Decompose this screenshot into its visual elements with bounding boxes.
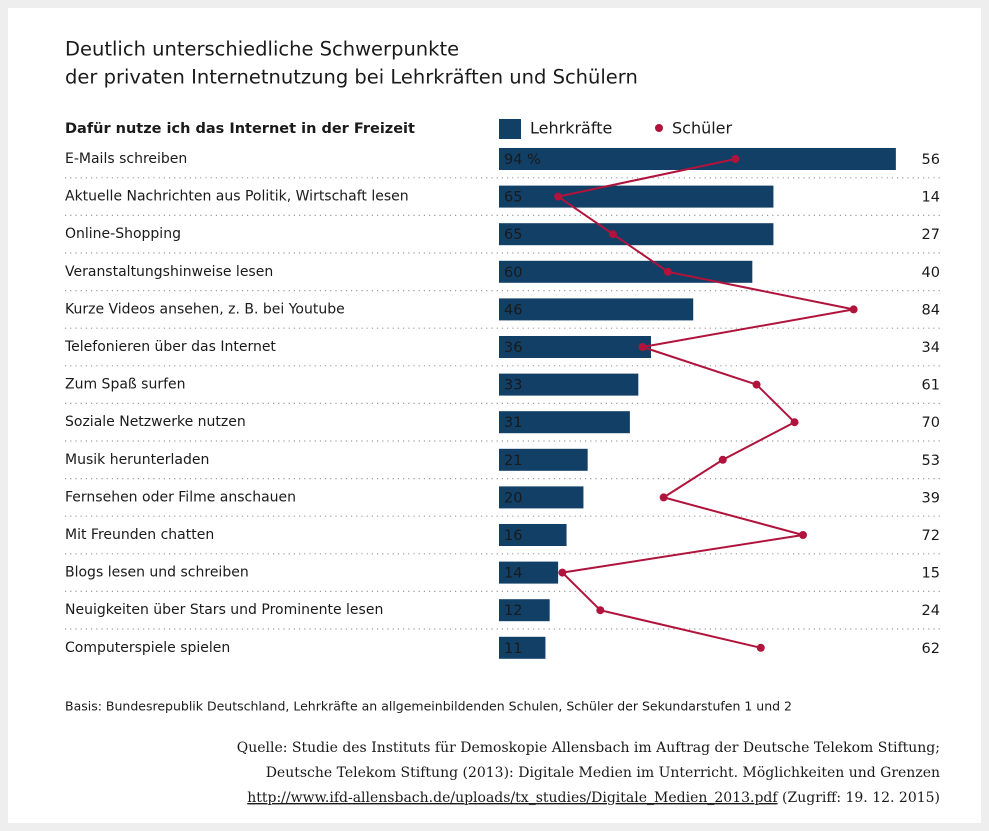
bar [499,524,567,546]
source-note: Quelle: Studie des Instituts für Demosko… [237,740,940,756]
panel [8,8,981,823]
bar [499,636,546,659]
line-point [638,343,647,351]
category-label: Online-Shopping [65,226,181,242]
bar-value-label: 33 [504,378,522,394]
legend-swatch [655,124,663,132]
legend-label: Lehrkräfte [530,119,612,138]
bar-value-label: 21 [504,453,522,469]
line-value-label: 62 [922,641,940,657]
line-value-label: 39 [922,490,940,506]
bar [499,298,694,321]
line [555,158,854,649]
chart-title: der privaten Internetnutzung bei Lehrkrä… [65,66,638,89]
legend-swatch [499,119,521,139]
bar-value-label: 65 [504,227,522,243]
bar-value-label: 36 [504,340,522,356]
bar [499,599,550,622]
line-point [718,455,727,464]
category-label: Aktuelle Nachrichten aus Politik, Wirtsc… [65,189,409,205]
bar-value-label: 14 [504,566,522,582]
category-label: Computerspiele spielen [65,640,230,656]
category-label: E-Mails schreiben [65,151,187,167]
line-point [554,192,563,201]
legend-label: Schüler [672,119,733,138]
chart-title: Deutlich unterschiedliche Schwerpunkte [65,38,459,61]
line-value-label: 53 [922,453,940,469]
basis-note: Basis: Bundesrepublik Deutschland, Lehrk… [65,699,792,714]
bar [499,148,896,170]
bar-value-label: 31 [504,415,522,431]
category-label: Veranstaltungshinweise lesen [65,264,273,280]
line-point [663,267,672,276]
bar [499,185,774,208]
bar-value-label: 46 [504,302,522,318]
source-access: (Zugriff: 19. 12. 2015) [778,790,940,806]
line-point [849,305,858,314]
bar-value-label: 16 [504,528,522,544]
bar-value-label: 20 [504,490,522,506]
line-point [798,531,807,539]
bar [499,561,559,584]
line-value-label: 40 [922,265,940,281]
bar [499,373,639,396]
source-note: http://www.ifd-allensbach.de/uploads/tx_… [247,790,940,806]
line-value-label: 61 [922,378,940,394]
line-point [608,230,617,239]
line-point [731,155,740,163]
bar-value-label: 65 [504,190,522,206]
bar [499,223,774,246]
bar-value-label: 12 [504,603,522,619]
line-point [596,606,605,615]
bar [499,486,584,509]
bar-value-label: 11 [504,641,522,657]
category-label: Fernsehen oder Filme anschauen [65,489,296,505]
line-value-label: 70 [922,415,940,431]
line-value-label: 14 [922,190,940,206]
line-point [558,568,567,577]
category-label: Blogs lesen und schreiben [65,565,249,581]
category-label: Neuigkeiten über Stars und Prominente le… [65,602,383,618]
line-value-label: 24 [922,603,940,619]
line-point [752,380,761,389]
category-label: Zum Spaß surfen [65,377,186,393]
line-value-label: 15 [922,566,940,582]
bar [499,260,753,283]
category-label: Musik herunterladen [65,452,209,468]
source-link[interactable]: http://www.ifd-allensbach.de/uploads/tx_… [247,790,779,806]
bar-value-label: 60 [504,265,522,281]
category-label: Kurze Videos ansehen, z. B. bei Youtube [65,301,345,317]
subtitle: Dafür nutze ich das Internet in der Frei… [65,121,415,137]
category-label: Soziale Netzwerke nutzen [65,414,246,430]
bar [499,448,588,471]
line-value-label: 34 [922,340,940,356]
line-value-label: 72 [922,528,940,544]
line-value-label: 84 [922,302,940,318]
line-point [790,418,799,427]
line-point [659,493,668,502]
line-value-label: 27 [922,227,940,243]
bar-value-label: 94 % [504,152,541,168]
source-note: Deutsche Telekom Stiftung (2013): Digita… [266,765,940,781]
category-label: Mit Freunden chatten [65,527,214,543]
line-point [756,643,765,652]
bar [499,411,630,434]
bar [499,336,651,358]
category-label: Telefonieren über das Internet [64,339,276,355]
line-value-label: 56 [922,152,940,168]
